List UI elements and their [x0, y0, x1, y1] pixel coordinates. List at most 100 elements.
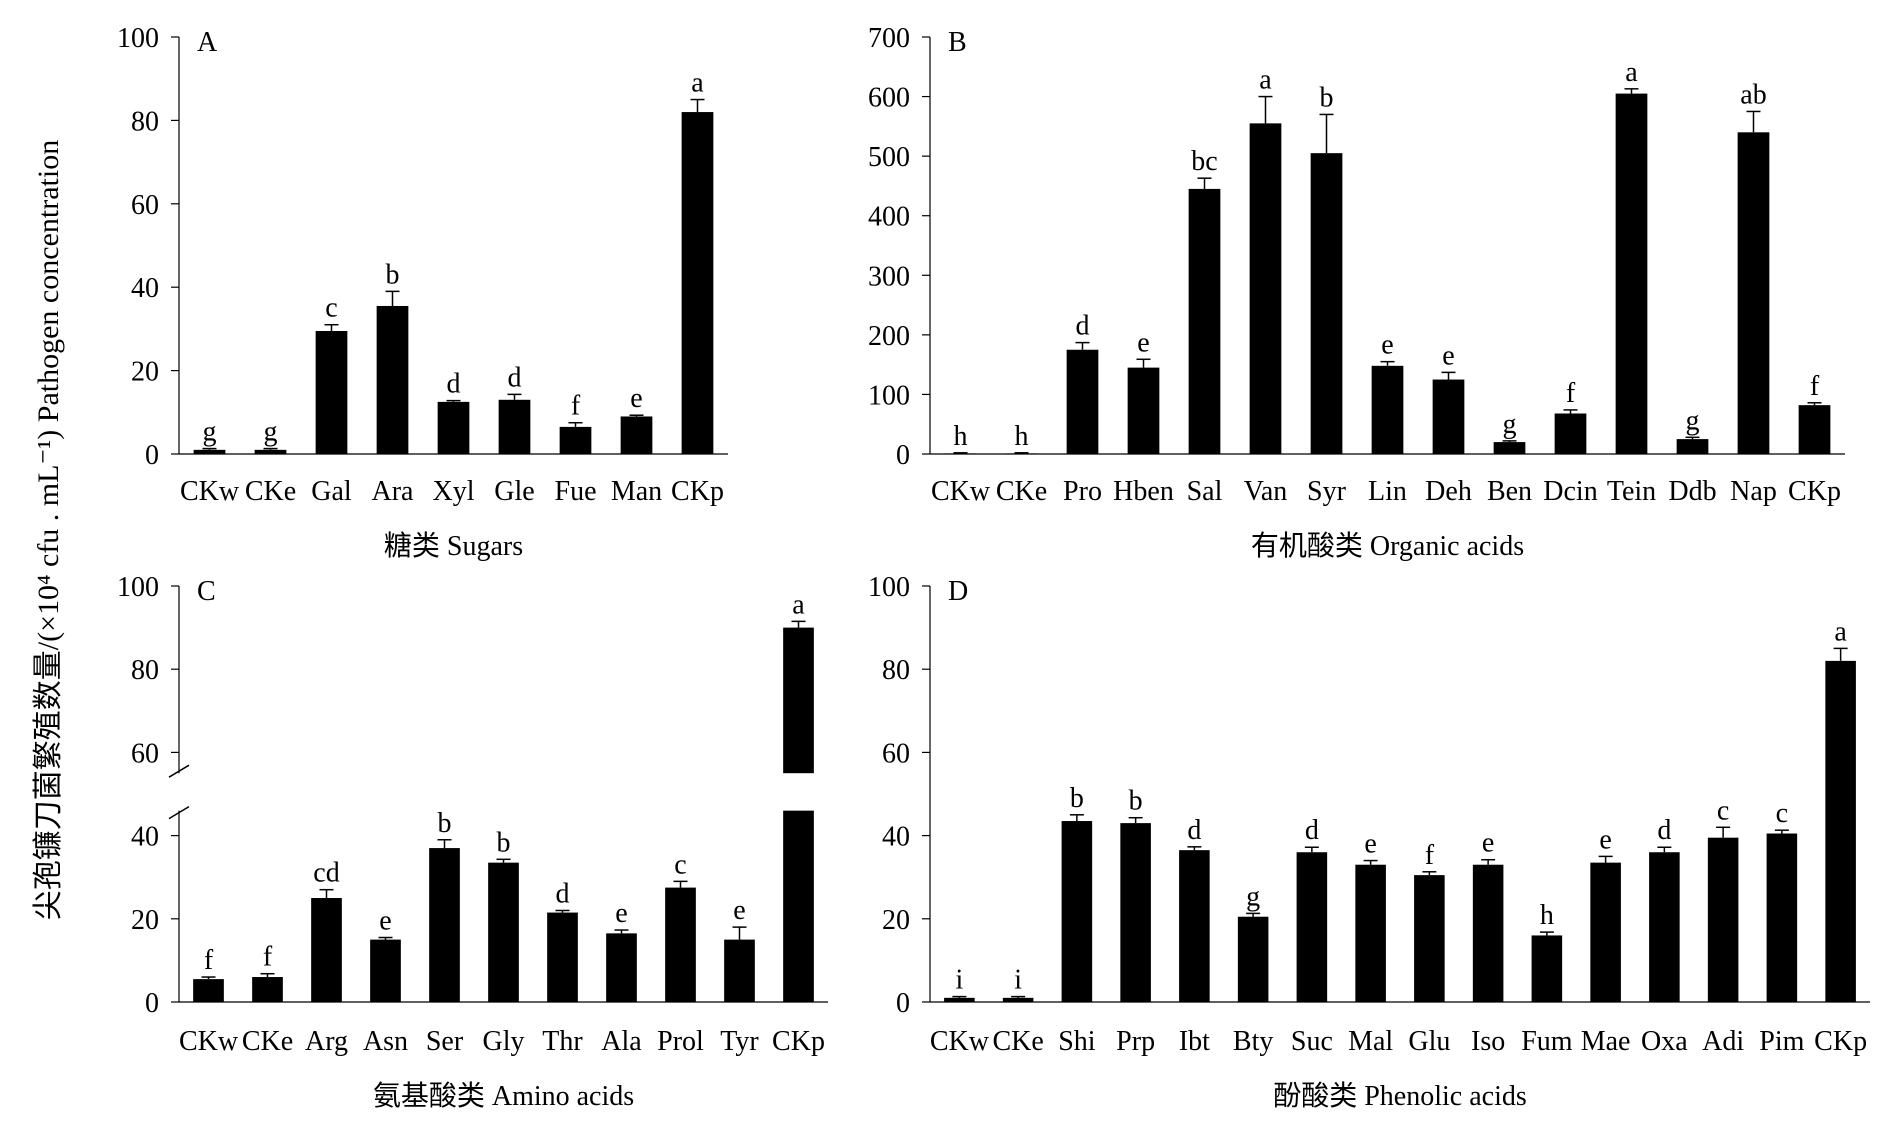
- significance-letter: g: [1503, 409, 1517, 440]
- significance-letter: f: [1810, 371, 1820, 402]
- significance-letter: d: [1076, 311, 1090, 342]
- bar: [311, 898, 342, 1002]
- significance-letter: e: [615, 898, 627, 929]
- y-tick-label: 20: [882, 905, 910, 936]
- y-tick-label: 100: [868, 572, 910, 603]
- bar: [1649, 852, 1680, 1002]
- bar: [606, 933, 637, 1002]
- bar: [1615, 93, 1648, 454]
- x-tick-label: Prp: [1116, 1026, 1155, 1057]
- significance-letter: f: [204, 945, 214, 976]
- y-tick-label: 0: [145, 988, 159, 1019]
- significance-letter: e: [1364, 829, 1376, 860]
- bar: [1432, 379, 1465, 454]
- x-tick-label: Suc: [1291, 1026, 1333, 1057]
- bar: [193, 979, 224, 1002]
- bar: [1676, 439, 1709, 454]
- x-tick-label: CKe: [992, 1026, 1043, 1057]
- significance-letter: g: [264, 417, 278, 448]
- x-tick-label: Xyl: [433, 476, 475, 507]
- significance-letter: cd: [313, 858, 339, 889]
- significance-letter: i: [955, 965, 963, 996]
- bar: [620, 416, 653, 454]
- x-tick-label: Deh: [1425, 476, 1472, 507]
- x-tick-label: Sal: [1187, 476, 1223, 507]
- x-tick-label: Ser: [426, 1026, 464, 1057]
- significance-letter: h: [954, 421, 968, 452]
- y-tick-label: 500: [868, 142, 910, 173]
- x-tick-label: CKp: [772, 1026, 825, 1057]
- x-tick-label: CKw: [931, 476, 991, 507]
- x-tick-label: Fum: [1521, 1026, 1573, 1057]
- bar: [1707, 837, 1739, 1002]
- x-tick-label: Gly: [483, 1026, 525, 1057]
- x-tick-label: Mae: [1581, 1026, 1631, 1057]
- significance-letter: f: [571, 391, 581, 422]
- x-tick-label: Dcin: [1543, 476, 1597, 507]
- bar: [437, 401, 470, 454]
- x-tick-label: Iso: [1471, 1026, 1505, 1057]
- significance-letter: a: [1625, 57, 1638, 88]
- x-tick-label: Lin: [1368, 476, 1407, 507]
- bar: [1590, 862, 1621, 1002]
- significance-letter: d: [447, 369, 461, 400]
- x-tick-label: Glu: [1408, 1026, 1450, 1057]
- y-tick-label: 80: [882, 655, 910, 686]
- bar: [1179, 850, 1210, 1002]
- x-tick-label: Gle: [494, 476, 534, 507]
- significance-letter: g: [1246, 881, 1260, 912]
- x-tick-label: CKe: [245, 476, 296, 507]
- significance-letter: a: [1834, 616, 1847, 647]
- y-tick-label: 300: [868, 261, 910, 292]
- significance-letter: d: [1657, 815, 1671, 846]
- x-axis-title: 有机酸类 Organic acids: [1251, 530, 1524, 562]
- significance-letter: b: [1320, 82, 1334, 113]
- panel-label: A: [197, 27, 218, 58]
- y-tick-label: 40: [131, 273, 159, 304]
- bar: [1002, 997, 1034, 1002]
- y-tick-label: 80: [131, 106, 159, 137]
- significance-letter: e: [733, 895, 745, 926]
- x-tick-label: Gal: [311, 476, 352, 507]
- bar: [1472, 864, 1504, 1002]
- bar: [1825, 660, 1856, 1002]
- bar: [315, 330, 348, 454]
- x-tick-label: Fue: [555, 476, 597, 507]
- axis-break-mark-lower: [168, 805, 190, 820]
- bar: [1493, 442, 1526, 454]
- x-tick-label: Tein: [1607, 476, 1656, 507]
- significance-letter: h: [1540, 900, 1554, 931]
- significance-letter: d: [1187, 815, 1201, 846]
- significance-letter: e: [630, 383, 642, 414]
- bar: [1737, 132, 1770, 455]
- y-tick-label: 60: [131, 190, 159, 221]
- significance-letter: a: [691, 68, 704, 99]
- y-tick-label: 0: [896, 988, 910, 1019]
- x-tick-label: Syr: [1307, 476, 1347, 507]
- bar: [783, 627, 814, 1002]
- bar: [559, 426, 592, 454]
- x-tick-label: Shi: [1058, 1026, 1096, 1057]
- significance-letter: f: [1566, 378, 1576, 409]
- x-tick-label: Adi: [1702, 1026, 1744, 1057]
- y-tick-label: 100: [117, 572, 159, 603]
- bar: [1237, 916, 1269, 1002]
- y-tick-label: 40: [882, 822, 910, 853]
- x-tick-label: Ala: [601, 1026, 642, 1057]
- bar: [1066, 349, 1099, 454]
- bar: [665, 887, 696, 1002]
- x-tick-label: CKw: [930, 1026, 990, 1057]
- x-tick-label: Pim: [1759, 1026, 1804, 1057]
- bar: [944, 997, 975, 1002]
- significance-letter: d: [1305, 815, 1319, 846]
- x-tick-label: Asn: [363, 1026, 408, 1057]
- significance-letter: c: [325, 293, 337, 324]
- significance-letter: h: [1015, 421, 1029, 452]
- significance-letter: c: [674, 849, 686, 880]
- y-tick-label: 0: [145, 440, 159, 471]
- significance-letter: d: [556, 878, 570, 909]
- bar: [1296, 852, 1328, 1002]
- x-tick-label: Prol: [657, 1026, 704, 1057]
